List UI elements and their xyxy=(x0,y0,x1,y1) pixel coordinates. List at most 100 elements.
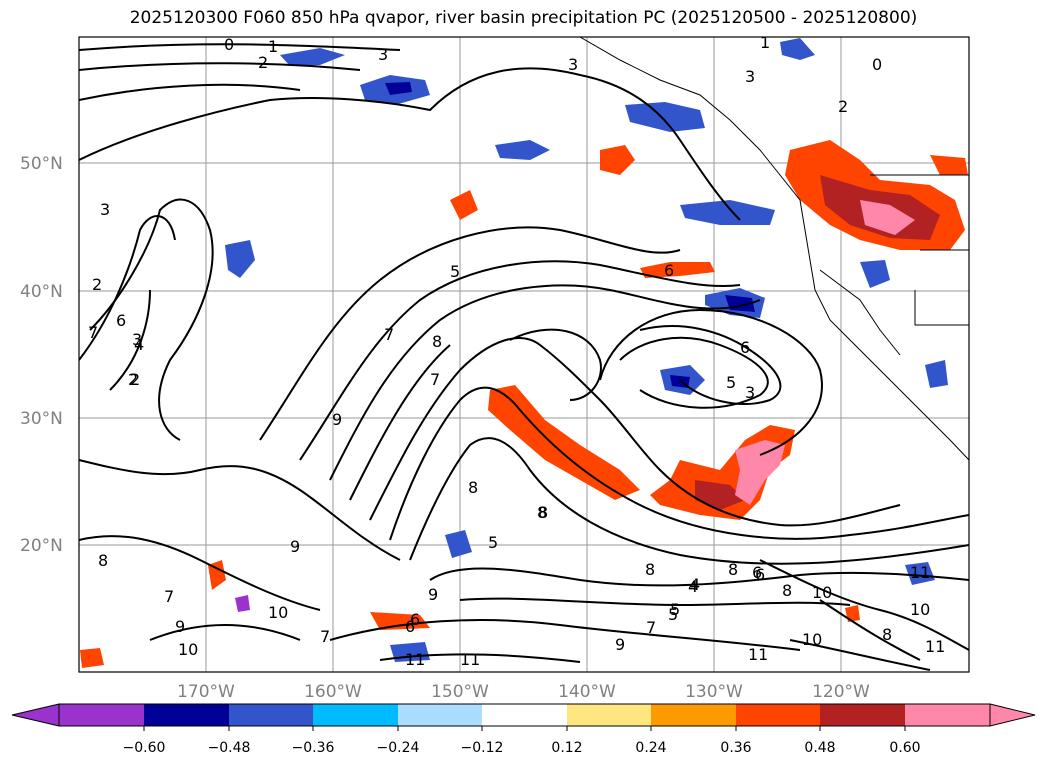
latitude-labels: 50°N 40°N 30°N 20°N xyxy=(20,154,63,556)
contour-label: 8 xyxy=(728,560,738,579)
contour-label: 10 xyxy=(812,583,832,602)
contour-label: 11 xyxy=(460,650,480,669)
pc-positive-peak xyxy=(860,200,915,235)
colorbar-tick-label: 0.12 xyxy=(551,740,582,756)
contour-label: 4 xyxy=(134,335,144,354)
colorbar-segment xyxy=(736,704,820,726)
contour-label: 11 xyxy=(405,650,425,669)
pc-negative-region xyxy=(235,595,250,612)
contour-label: 3 xyxy=(132,330,142,349)
pc-negative-region xyxy=(445,530,472,558)
contour-label: 2 xyxy=(130,370,140,389)
contour-label: 8 xyxy=(468,478,478,497)
contour-label: 2 xyxy=(92,275,102,294)
coastlines xyxy=(579,37,969,461)
pc-negative-region xyxy=(680,200,775,225)
pc-positive-region xyxy=(450,190,478,220)
colorbar-tick-label: 0.36 xyxy=(720,740,751,756)
longitude-labels: 170°W 160°W 150°W 140°W 130°W 120°W xyxy=(177,682,870,702)
colorbar: −0.60 −0.48 −0.36 −0.24 −0.12 0.12 0.24 … xyxy=(11,703,1036,756)
colorbar-tick-label: 0.48 xyxy=(804,740,835,756)
colorbar-tick-label: −0.60 xyxy=(123,740,166,756)
contour-label: 3 xyxy=(378,45,388,64)
lon-label: 160°W xyxy=(304,682,362,702)
contour-label: 9 xyxy=(175,617,185,636)
contour-label: 10 xyxy=(910,600,930,619)
colorbar-tick-label: −0.12 xyxy=(461,740,504,756)
lon-label: 150°W xyxy=(431,682,489,702)
colorbar-segment xyxy=(229,704,313,726)
contour-label: 6 xyxy=(740,338,750,357)
contour-label: 1 xyxy=(760,33,770,52)
pc-negative-region xyxy=(780,38,815,60)
contour-label: 7 xyxy=(88,323,98,342)
lat-label: 30°N xyxy=(20,409,63,429)
map-border xyxy=(78,36,970,673)
contour-label: 2 xyxy=(258,53,268,72)
pc-negative-region xyxy=(495,140,550,160)
pc-positive-region xyxy=(930,155,968,175)
contour-label: 11 xyxy=(748,645,768,664)
contour-label: 8 xyxy=(432,332,442,351)
contour-label: 7 xyxy=(384,325,394,344)
colorbar-frame xyxy=(58,703,991,727)
lat-label: 20°N xyxy=(20,536,63,556)
contour-label: 5 xyxy=(668,605,678,624)
contour-label: 6 xyxy=(755,565,765,584)
contour-label: 10 xyxy=(178,640,198,659)
contour-label: 2 xyxy=(128,370,138,389)
contour-label: 5 xyxy=(726,373,736,392)
contour-label: 10 xyxy=(802,630,822,649)
contour-label: 4 xyxy=(688,577,698,596)
contour-label: 7 xyxy=(646,618,656,637)
colorbar-tick-label: −0.24 xyxy=(377,740,420,756)
colorbar-segment xyxy=(144,704,229,726)
contour-label: 9 xyxy=(615,635,625,654)
pc-fill-regions xyxy=(80,38,968,668)
pc-negative-region xyxy=(925,360,948,388)
contour-label: 9 xyxy=(290,537,300,556)
contour-label: 11 xyxy=(925,637,945,656)
contour-label: 7 xyxy=(320,627,330,646)
pc-negative-region xyxy=(905,562,935,585)
contour-label: 9 xyxy=(332,410,342,429)
colorbar-tick-label: −0.48 xyxy=(208,740,251,756)
pc-positive-region xyxy=(208,560,226,590)
lat-label: 40°N xyxy=(20,282,63,302)
colorbar-tick-label: 0.24 xyxy=(635,740,666,756)
chart-title: 2025120300 F060 850 hPa qvapor, river ba… xyxy=(129,8,918,28)
contour-label: 3 xyxy=(745,67,755,86)
contour-label: 6 xyxy=(410,610,420,629)
colorbar-segment xyxy=(820,704,905,726)
contour-label: 6 xyxy=(405,617,415,636)
pc-negative-core xyxy=(385,82,412,95)
contour-label: 4 xyxy=(690,575,700,594)
pc-positive-region xyxy=(488,385,640,500)
colorbar-segment xyxy=(482,704,567,726)
contour-label: 11 xyxy=(910,563,930,582)
pc-positive-core xyxy=(695,480,745,510)
contour-label: 0 xyxy=(872,55,882,74)
contour-label: 5 xyxy=(670,600,680,619)
pc-negative-region xyxy=(225,240,255,278)
lon-label: 130°W xyxy=(685,682,743,702)
contour-label: 8 xyxy=(538,503,548,522)
pc-negative-region xyxy=(860,260,890,288)
pc-negative-region xyxy=(625,102,705,132)
lon-label: 170°W xyxy=(177,682,235,702)
lon-label: 140°W xyxy=(558,682,616,702)
qvapor-contours xyxy=(79,43,969,671)
colorbar-ticks xyxy=(143,726,906,731)
colorbar-segment xyxy=(651,704,736,726)
pc-positive-region xyxy=(370,612,430,630)
contour-label: 8 xyxy=(782,581,792,600)
colorbar-tick-label: −0.36 xyxy=(292,740,335,756)
contour-label: 6 xyxy=(116,311,126,330)
contour-label: 5 xyxy=(488,533,498,552)
lon-label: 120°W xyxy=(812,682,870,702)
contour-label: 6 xyxy=(752,563,762,582)
colorbar-segment xyxy=(567,704,651,726)
lat-label: 50°N xyxy=(20,154,63,174)
pc-negative-region xyxy=(280,48,345,66)
